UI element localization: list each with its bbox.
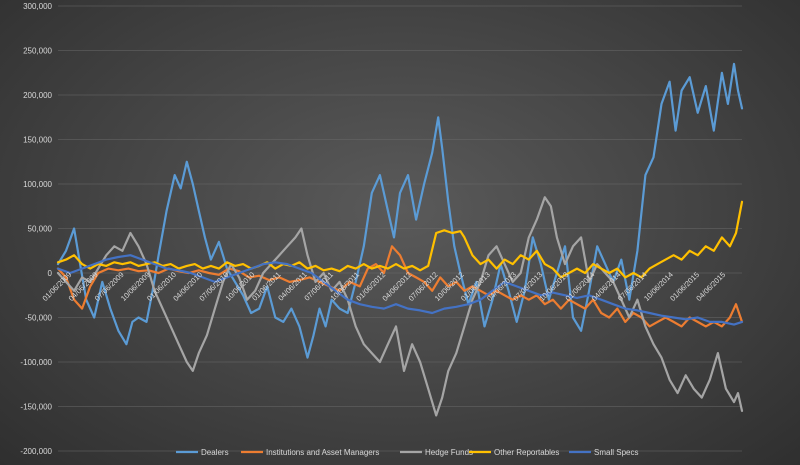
y-tick-label: 100,000 xyxy=(23,180,52,189)
series-line-dealers xyxy=(56,62,744,359)
legend-label: Dealers xyxy=(201,448,229,457)
y-tick-label: -50,000 xyxy=(25,314,53,323)
y-tick-label: -100,000 xyxy=(20,358,52,367)
legend-label: Small Specs xyxy=(594,448,638,457)
series-line-other-reportables xyxy=(56,200,744,279)
y-tick-label: 150,000 xyxy=(23,136,52,145)
y-tick-label: -200,000 xyxy=(20,447,52,456)
y-tick-label: 0 xyxy=(48,269,53,278)
y-tick-label: 250,000 xyxy=(23,47,52,56)
series-line-hedge-funds xyxy=(56,196,744,417)
series-line-small-specs xyxy=(56,254,744,326)
y-tick-label: 300,000 xyxy=(23,2,52,11)
y-axis: 300,000 250,000 200,000 150,000 100,000 50,00… xyxy=(20,2,52,456)
legend-label: Hedge Funds xyxy=(425,448,473,457)
y-tick-label: 50,000 xyxy=(28,225,53,234)
legend-label: Other Reportables xyxy=(494,448,559,457)
series-lines xyxy=(56,62,744,417)
y-tick-label: -150,000 xyxy=(20,403,52,412)
legend-label: Institutions and Asset Managers xyxy=(266,448,379,457)
y-tick-label: 200,000 xyxy=(23,91,52,100)
gridlines xyxy=(58,5,742,452)
legend: Dealers Institutions and Asset Managers He… xyxy=(176,448,638,457)
